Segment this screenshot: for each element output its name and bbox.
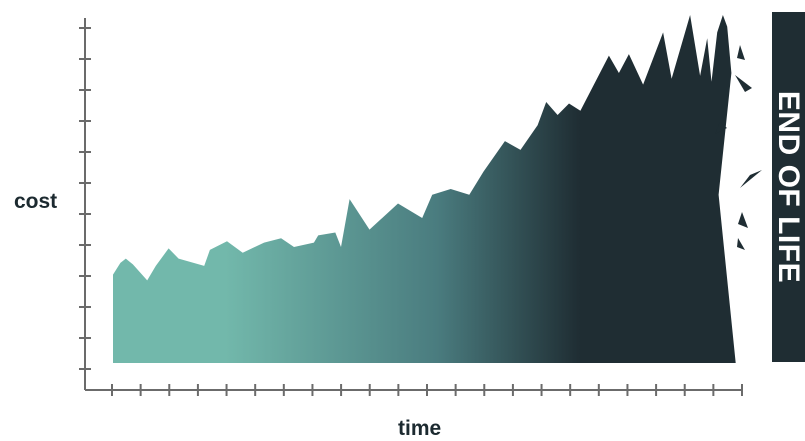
debris-fragment [735, 75, 752, 92]
debris-fragment [738, 212, 748, 228]
end-of-life-panel: END OF LIFE [772, 12, 805, 362]
debris-fragment [737, 238, 745, 250]
end-of-life-label: END OF LIFE [772, 90, 805, 284]
debris-fragment [737, 45, 745, 60]
debris-fragment [740, 170, 762, 188]
y-axis-title: cost [14, 190, 58, 213]
axes [79, 18, 743, 396]
cost-area [113, 15, 736, 363]
debris-fragment [715, 122, 727, 134]
debris-fragments [715, 45, 762, 250]
x-axis-title: time [398, 417, 442, 440]
